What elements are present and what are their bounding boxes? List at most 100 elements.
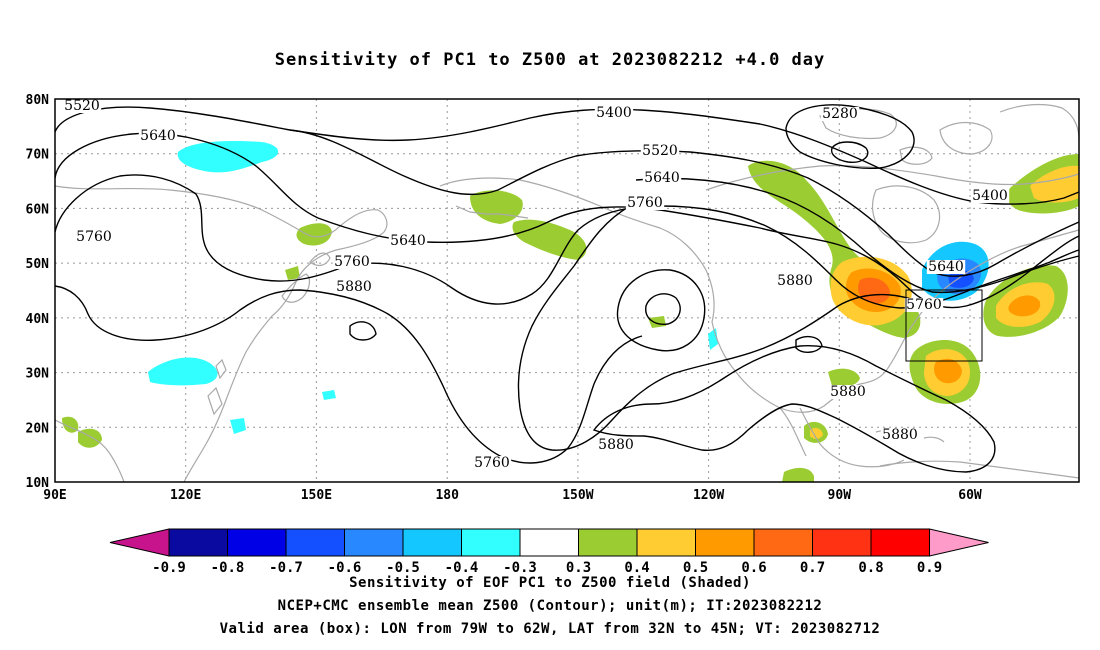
contour-label: 5760 — [76, 229, 112, 245]
caribbean-coastline — [923, 436, 945, 443]
colorbar-tick-label: 0.3 — [566, 560, 591, 576]
coastlines — [54, 103, 1080, 483]
contour-label: 5640 — [140, 128, 176, 144]
positive-sensitivity-region — [648, 316, 666, 328]
positive-sensitivity-region — [858, 277, 890, 304]
colorbar-tick-label: -0.5 — [386, 560, 420, 576]
footer-line-1: Sensitivity of EOF PC1 to Z500 field (Sh… — [349, 575, 751, 591]
contour-label: 5640 — [644, 170, 680, 186]
lon-label: 90W — [828, 488, 852, 503]
contour-label: 5760 — [474, 455, 510, 471]
lat-label: 10N — [26, 476, 50, 491]
contour-label-bg — [642, 171, 682, 185]
lon-label: 60W — [958, 488, 982, 503]
contour-label: 5880 — [777, 273, 813, 289]
lat-label: 30N — [26, 367, 50, 382]
contour-labels: 5520 5640 5760 5400 5520 5640 5760 5640 5760 5880… — [62, 98, 1010, 471]
contour-label-bg — [74, 230, 114, 244]
contour-label: 5520 — [642, 143, 678, 159]
contour-label-bg — [775, 274, 815, 288]
colorbar-tick-label: 0.7 — [800, 560, 825, 576]
negative-sensitivity-region — [230, 418, 246, 434]
aleutians-coastline — [455, 205, 529, 219]
lat-label: 20N — [26, 421, 50, 436]
contour-label-bg — [625, 196, 665, 210]
contour-5520-b — [289, 129, 1080, 277]
contour-label: 5760 — [334, 254, 370, 270]
lon-label: 90E — [43, 488, 66, 503]
colorbar-tick-label: 0.9 — [917, 560, 942, 576]
north-america-coastline — [799, 407, 905, 468]
plot-frame — [54, 98, 1080, 483]
contour-label: 5880 — [598, 437, 634, 453]
positive-sensitivity-region — [1008, 295, 1041, 317]
lon-label: 120E — [170, 488, 201, 503]
lon-label: 180 — [435, 488, 459, 503]
colorbar-tick-label: -0.3 — [503, 560, 537, 576]
colorbar-swatch — [636, 528, 696, 557]
colorbar: -0.9 -0.8 -0.7 -0.6 -0.5 -0.4 -0.3 0.3 0.4 0.5 0.6… — [109, 528, 989, 576]
contour-label-bg — [640, 144, 680, 158]
colorbar-swatch — [753, 528, 813, 557]
asia-coastline — [54, 419, 125, 483]
negative-sensitivity-region — [148, 357, 218, 386]
contour-5760-low-inner — [645, 293, 681, 325]
gulf-coastline — [779, 407, 807, 457]
alaska-coastline — [439, 177, 715, 323]
colorbar-swatch — [461, 528, 521, 557]
hudson-bay-coastline — [871, 185, 941, 244]
contour-label: 5760 — [627, 195, 663, 211]
colorbar-tick-label: -0.7 — [269, 560, 303, 576]
contour-label-bg — [594, 106, 634, 120]
colorbar-low-arrow — [109, 528, 170, 557]
colorbar-tick-label: 0.5 — [683, 560, 708, 576]
lon-label: 120W — [693, 488, 724, 503]
contour-5280 — [785, 104, 915, 170]
north-america-coastline — [711, 229, 1080, 413]
lon-label: 150W — [562, 488, 593, 503]
contour-label: 5640 — [928, 259, 964, 275]
negative-sensitivity-region — [322, 390, 336, 400]
colorbar-swatch — [344, 528, 404, 557]
lon-label: 150E — [301, 488, 332, 503]
lat-label: 40N — [26, 312, 50, 327]
contour-label-bg — [62, 99, 102, 113]
colorbar-swatch — [168, 528, 228, 557]
footer-line-3: Valid area (box): LON from 79W to 62W, L… — [219, 621, 881, 637]
contour-label: 5280 — [822, 106, 858, 122]
colorbar-swatch — [578, 528, 638, 557]
contour-5520 — [54, 106, 291, 133]
positive-sensitivity-region — [934, 358, 962, 384]
south-america-coastline — [879, 460, 1080, 479]
lat-label: 80N — [26, 93, 50, 108]
colorbar-tick-label: -0.6 — [328, 560, 362, 576]
contour-label-bg — [904, 298, 944, 312]
positive-sensitivity-region — [285, 266, 300, 280]
positive-sensitivity-region — [828, 368, 860, 387]
lat-label: 50N — [26, 257, 50, 272]
contour-label: 5760 — [906, 297, 942, 313]
taiwan-coastline — [215, 358, 227, 380]
colorbar-swatch — [812, 528, 872, 557]
footer-line-2: NCEP+CMC ensemble mean Z500 (Contour); u… — [277, 598, 823, 614]
positive-sensitivity-region — [296, 223, 332, 246]
contour-5880-d — [349, 321, 377, 341]
colorbar-tick-label: -0.9 — [152, 560, 186, 576]
philippines-coastline — [207, 386, 223, 416]
japan-coastline — [309, 252, 331, 267]
contour-label: 5400 — [596, 105, 632, 121]
colorbar-tick-label: -0.4 — [445, 560, 479, 576]
colorbar-swatch — [870, 528, 930, 557]
colorbar-swatch — [519, 528, 579, 557]
valid-area-box — [905, 289, 983, 362]
colorbar-swatch — [695, 528, 755, 557]
contour-label: 5400 — [972, 188, 1008, 204]
contour-label-bg — [138, 129, 178, 143]
contour-label-bg — [880, 428, 920, 442]
contour-5280-inner — [830, 141, 869, 163]
contour-label-bg — [472, 456, 512, 470]
colorbar-tick-label: 0.4 — [624, 560, 649, 576]
colorbar-swatch — [227, 528, 287, 557]
